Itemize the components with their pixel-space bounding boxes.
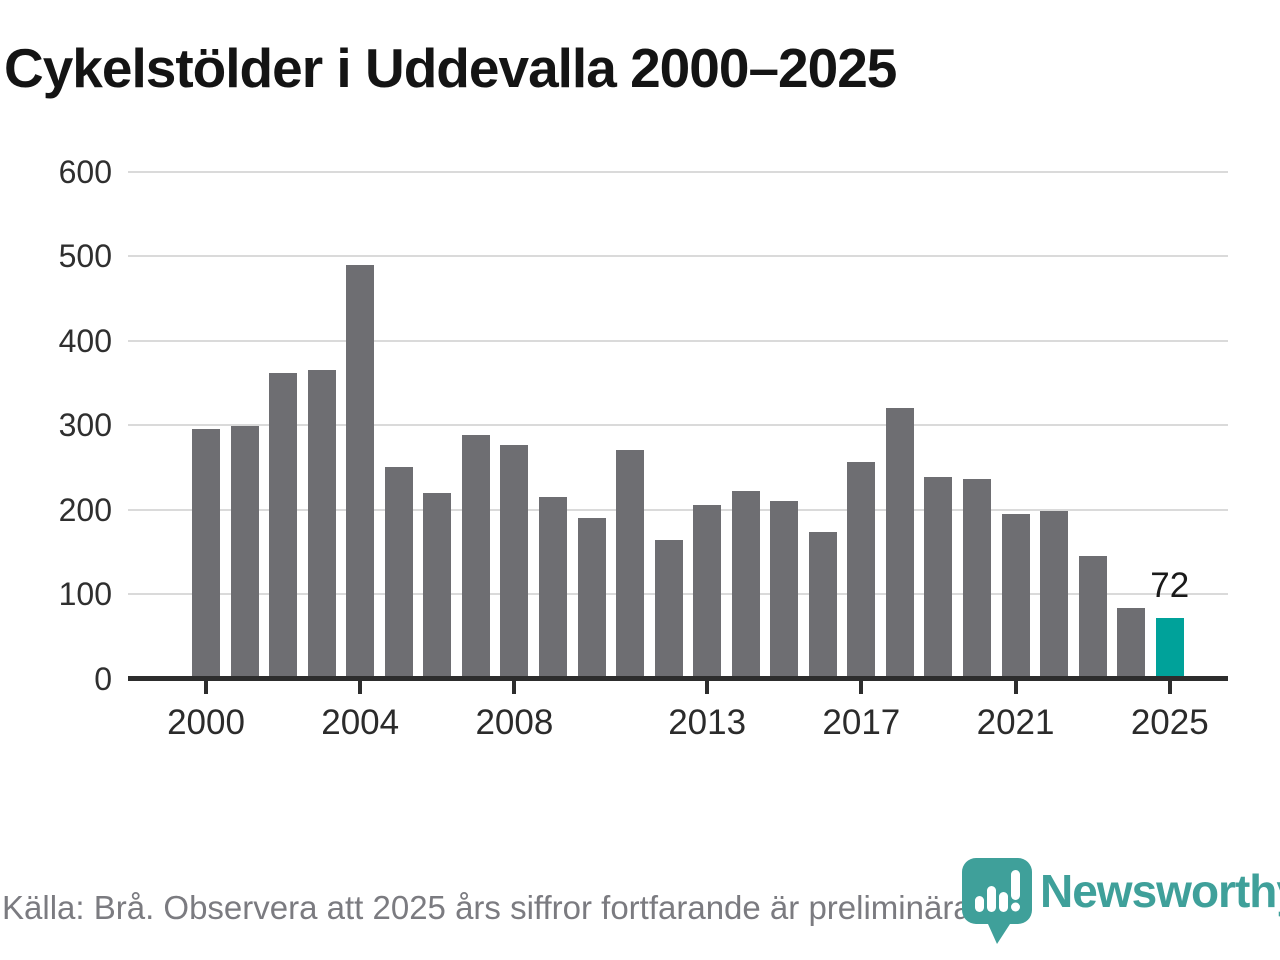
bar-2019 bbox=[924, 476, 953, 679]
bar-2017 bbox=[847, 462, 876, 679]
newsworthy-pin-icon bbox=[962, 858, 1032, 944]
y-axis-label-0: 0 bbox=[94, 660, 112, 697]
bar-2025 bbox=[1155, 617, 1184, 679]
bar-2005 bbox=[384, 466, 413, 679]
bar-2014 bbox=[731, 491, 760, 679]
bar-2011 bbox=[616, 449, 645, 679]
x-tick-2017 bbox=[859, 681, 864, 694]
x-tick-2013 bbox=[705, 681, 710, 694]
x-axis-label-2025: 2025 bbox=[1130, 702, 1209, 742]
y-axis-label-100: 100 bbox=[58, 576, 112, 613]
bar-2020 bbox=[963, 479, 991, 679]
gridline-y-300 bbox=[128, 424, 1228, 427]
y-axis-label-500: 500 bbox=[58, 238, 112, 275]
y-axis-label-600: 600 bbox=[58, 153, 112, 190]
bar-2021 bbox=[1001, 513, 1030, 679]
gridline-y-500 bbox=[128, 255, 1228, 258]
bar-2012 bbox=[654, 540, 683, 679]
bar-2009 bbox=[538, 496, 567, 679]
x-tick-2000 bbox=[204, 681, 208, 694]
x-axis-label-2008: 2008 bbox=[475, 702, 554, 742]
x-tick-2008 bbox=[512, 681, 517, 694]
chart-title: Cykelstölder i Uddevalla 2000–2025 bbox=[4, 37, 897, 99]
x-axis-label-2021: 2021 bbox=[976, 702, 1055, 742]
bar-2010 bbox=[577, 518, 606, 679]
gridline-y-200 bbox=[128, 508, 1228, 511]
x-tick-2025 bbox=[1167, 681, 1172, 694]
x-tick-2021 bbox=[1013, 681, 1018, 694]
x-tick-2004 bbox=[358, 681, 363, 694]
bar-2004 bbox=[346, 264, 375, 679]
x-axis-label-2017: 2017 bbox=[822, 702, 901, 742]
x-axis-label-2000: 2000 bbox=[167, 702, 245, 742]
y-axis-label-200: 200 bbox=[58, 491, 112, 528]
x-axis-label-2004: 2004 bbox=[321, 702, 400, 742]
bar-2007 bbox=[461, 435, 490, 679]
newsworthy-logo: Newsworthy bbox=[962, 858, 1280, 946]
bar-2003 bbox=[307, 370, 336, 679]
bar-2024 bbox=[1117, 607, 1146, 679]
bar-2022 bbox=[1040, 511, 1069, 679]
bar-2023 bbox=[1078, 556, 1107, 679]
gridline-y-400 bbox=[128, 339, 1228, 342]
bar-2015 bbox=[770, 501, 799, 679]
newsworthy-wordmark: Newsworthy bbox=[1040, 865, 1280, 917]
highlight-value-label: 72 bbox=[1150, 565, 1190, 605]
bar-2006 bbox=[423, 492, 452, 679]
x-axis-label-2013: 2013 bbox=[668, 702, 747, 742]
bar-2000 bbox=[192, 428, 220, 679]
bar-2018 bbox=[885, 408, 914, 679]
bar-chart-plot-area: 0 100 200 300 400 500 600 72 2000 2004 2008 2013 201… bbox=[58, 153, 1228, 742]
source-note: Källa: Brå. Observera att 2025 års siffr… bbox=[2, 889, 981, 926]
bar-2008 bbox=[500, 445, 529, 679]
y-axis-label-400: 400 bbox=[58, 322, 112, 359]
gridline-y-600 bbox=[128, 170, 1228, 173]
bar-2001 bbox=[230, 425, 259, 679]
x-axis-line bbox=[128, 676, 1228, 681]
y-axis-label-300: 300 bbox=[58, 407, 112, 444]
bar-2013 bbox=[693, 505, 722, 679]
bar-2002 bbox=[269, 372, 298, 679]
bar-2016 bbox=[808, 532, 837, 679]
